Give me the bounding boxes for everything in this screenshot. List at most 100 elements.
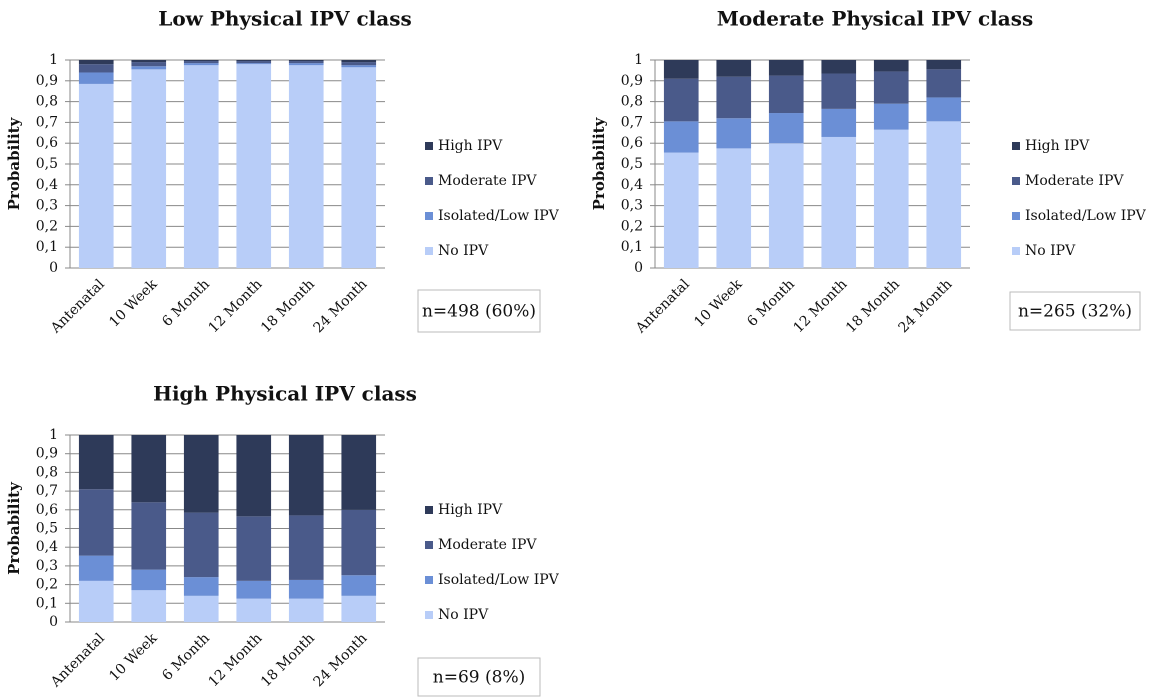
legend-swatch xyxy=(425,576,433,584)
x-tick-label: 12 Month xyxy=(206,276,266,336)
x-tick-label: 18 Month xyxy=(843,276,903,336)
legend-swatch xyxy=(425,506,433,514)
y-axis-label: Probability xyxy=(5,481,23,575)
y-tick-label: 0 xyxy=(634,260,643,276)
chart: Low Physical IPV class Probability 0 0,1 0,2… xyxy=(5,7,560,338)
y-tick-label: 0,7 xyxy=(621,114,643,130)
bar-segment xyxy=(821,136,857,268)
annotation-box xyxy=(417,657,541,697)
y-tick-label: 0,4 xyxy=(36,539,58,555)
y-tick-label: 0 xyxy=(49,260,58,276)
bar-segment xyxy=(341,60,377,63)
x-tick-label: 6 Month xyxy=(159,630,213,684)
legend-label: Moderate IPV xyxy=(438,537,537,553)
bar-segment xyxy=(236,516,272,581)
bar-segment xyxy=(768,143,804,268)
bar-segment xyxy=(131,66,167,70)
annotation: n=69 (8%) xyxy=(433,668,525,688)
x-tick-label: Antenatal xyxy=(632,276,693,337)
y-tick-label: 0,9 xyxy=(36,73,58,89)
bar-segment xyxy=(236,435,272,517)
y-tick-label: 0,6 xyxy=(36,502,58,518)
y-tick-label: 0,7 xyxy=(36,114,58,130)
bar-segment xyxy=(716,118,752,149)
chart: Moderate Physical IPV class Probability 0 0… xyxy=(590,7,1147,338)
bar-segment xyxy=(236,63,272,65)
chart-title: Low Physical IPV class xyxy=(158,7,411,31)
bar-segment xyxy=(821,73,857,109)
bar-segment xyxy=(716,60,752,77)
x-tick-label: 18 Month xyxy=(258,630,318,690)
bar-segment xyxy=(183,435,219,513)
legend-swatch xyxy=(425,212,433,220)
bar-segment xyxy=(926,121,962,268)
bar-segment xyxy=(768,60,804,76)
legend-label: Isolated/Low IPV xyxy=(1025,208,1147,224)
bar-segment xyxy=(78,72,114,84)
y-axis-label: Probability xyxy=(5,116,23,210)
y-tick-label: 1 xyxy=(49,52,58,68)
bar-segment xyxy=(341,575,377,596)
x-tick-label: Antenatal xyxy=(47,630,108,691)
y-tick-label: 0,2 xyxy=(36,577,58,593)
legend-swatch xyxy=(425,142,433,150)
bar-segment xyxy=(821,108,857,137)
bar-segment xyxy=(131,69,167,268)
bar-segment xyxy=(78,435,114,490)
x-tick-label: 18 Month xyxy=(258,276,318,336)
y-tick-label: 0,6 xyxy=(36,135,58,151)
bar-segment xyxy=(341,62,377,66)
y-tick-label: 0,5 xyxy=(621,156,643,172)
bar-segment xyxy=(341,509,377,576)
bar-segment xyxy=(926,97,962,122)
bar-segment xyxy=(716,76,752,119)
y-tick-label: 0,3 xyxy=(36,198,58,214)
bar-segment xyxy=(821,60,857,74)
bar-segment xyxy=(78,489,114,556)
x-tick-label: 10 Week xyxy=(106,276,161,331)
legend-swatch xyxy=(1012,212,1020,220)
bar-segment xyxy=(236,60,272,62)
bar-segment xyxy=(873,129,909,268)
bar-segment xyxy=(873,71,909,104)
y-tick-label: 0,8 xyxy=(36,464,58,480)
legend-label: Isolated/Low IPV xyxy=(438,208,560,224)
bar-segment xyxy=(341,435,377,510)
bar-segment xyxy=(873,60,909,72)
bar-segment xyxy=(183,65,219,268)
y-tick-label: 0,9 xyxy=(36,446,58,462)
legend-label: No IPV xyxy=(438,243,489,259)
bar-segment xyxy=(131,62,167,67)
bar-segment xyxy=(716,148,752,268)
bar-segment xyxy=(663,121,699,153)
bar-segment xyxy=(768,75,804,114)
bar-segment xyxy=(288,61,324,64)
y-tick-label: 0,3 xyxy=(36,558,58,574)
legend-label: High IPV xyxy=(438,502,503,518)
y-axis-label: Probability xyxy=(590,116,608,210)
bar-segment xyxy=(78,83,114,268)
bar-segment xyxy=(131,60,167,63)
bar-segment xyxy=(873,103,909,130)
bar-segment xyxy=(926,69,962,98)
x-tick-label: 12 Month xyxy=(791,276,851,336)
annotation: n=498 (60%) xyxy=(422,302,536,322)
bar-segment xyxy=(236,580,272,599)
y-tick-label: 0,3 xyxy=(621,198,643,214)
legend-label: High IPV xyxy=(1025,138,1090,154)
y-tick-label: 0,7 xyxy=(36,483,58,499)
legend-swatch xyxy=(1012,247,1020,255)
x-tick-label: 10 Week xyxy=(691,276,746,331)
bar-segment xyxy=(663,78,699,122)
bar-segment xyxy=(926,60,962,70)
y-tick-label: 1 xyxy=(49,427,58,443)
chart: High Physical IPV class Probability 0 0,1 0,… xyxy=(5,382,560,697)
x-tick-label: 24 Month xyxy=(896,276,956,336)
bar-segment xyxy=(131,435,167,503)
x-tick-label: 12 Month xyxy=(206,630,266,690)
bar-segment xyxy=(341,67,377,268)
x-tick-label: 6 Month xyxy=(744,276,798,330)
y-tick-label: 0,1 xyxy=(621,239,643,255)
chart-title: Moderate Physical IPV class xyxy=(717,7,1034,31)
bar-segment xyxy=(78,64,114,73)
